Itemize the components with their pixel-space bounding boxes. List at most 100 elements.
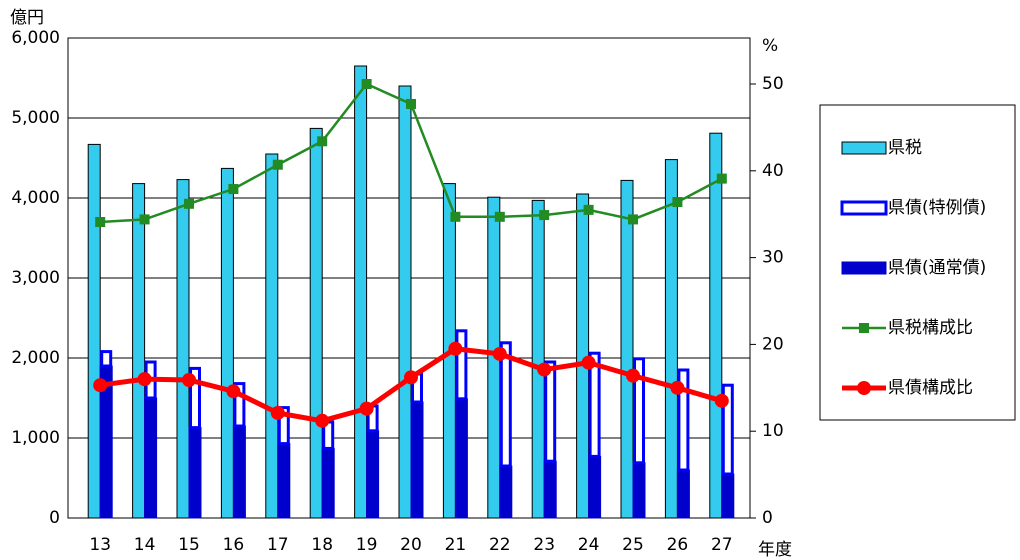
bar (265, 153, 279, 519)
line-marker (628, 214, 638, 225)
x-tick-label: 25 (622, 535, 644, 555)
bar (220, 167, 234, 519)
line-marker (93, 378, 108, 393)
bar (321, 447, 335, 519)
x-tick-label: 24 (578, 535, 600, 555)
y2-tick-label: 0 (762, 508, 773, 528)
legend-label: 県債構成比 (888, 378, 973, 398)
y2-axis-label: % (762, 36, 778, 56)
y2-tick-label: 50 (762, 74, 784, 94)
bar (410, 401, 424, 519)
line-marker (716, 173, 727, 184)
bar (189, 366, 201, 430)
line-marker (228, 184, 239, 195)
bar (398, 85, 412, 519)
x-tick-label: 18 (311, 535, 333, 555)
line-marker (95, 217, 106, 228)
legend-box (819, 104, 1016, 421)
bar (232, 425, 246, 519)
line-marker (182, 372, 196, 387)
x-tick-label: 23 (533, 535, 555, 555)
bar (620, 179, 634, 519)
legend-label: 県税構成比 (888, 318, 973, 338)
bar (588, 455, 602, 519)
legend-label: 県債(通常債) (888, 258, 986, 278)
bar (132, 183, 146, 519)
bar (499, 341, 512, 468)
line-marker (626, 368, 640, 383)
x-tick-label: 26 (667, 535, 689, 555)
x-tick-label: 22 (489, 535, 511, 555)
x-tick-label: 13 (89, 535, 111, 555)
y-tick-label: 1,000 (11, 428, 60, 448)
line-marker (492, 346, 507, 361)
line-marker (317, 136, 328, 147)
bar (87, 143, 101, 519)
legend-swatch (841, 141, 887, 155)
legend-label: 県税 (888, 138, 922, 158)
legend-marker (859, 323, 869, 333)
line-marker (359, 401, 374, 416)
line-marker (670, 380, 685, 395)
bar (677, 368, 690, 472)
line-marker (583, 204, 594, 215)
line-marker (450, 211, 461, 222)
x-tick-label: 14 (134, 535, 156, 555)
line-marker (672, 197, 683, 208)
bar (277, 443, 291, 519)
line-marker (448, 341, 463, 356)
line-marker (137, 372, 152, 387)
bar (588, 351, 601, 458)
bar (721, 473, 735, 519)
line-marker (270, 405, 285, 420)
x-tick-label: 19 (356, 535, 378, 555)
legend-swatch (840, 200, 888, 216)
line-marker (581, 355, 596, 370)
line-marker (272, 159, 283, 170)
line-marker (406, 98, 416, 109)
x-tick-label: 21 (445, 535, 467, 555)
line-marker (139, 214, 150, 225)
x-tick-label: 17 (267, 535, 289, 555)
bar (455, 329, 468, 401)
x-tick-label: 27 (711, 535, 733, 555)
legend-marker (857, 381, 871, 395)
line-marker (537, 362, 552, 377)
y-tick-label: 6,000 (11, 28, 60, 48)
bar (531, 199, 545, 519)
y2-tick-label: 20 (762, 334, 784, 354)
y-tick-label: 3,000 (11, 268, 60, 288)
bar (277, 406, 290, 446)
bar (176, 179, 190, 519)
bar (354, 65, 368, 519)
line-marker (539, 210, 550, 221)
bar (366, 430, 380, 519)
bar (144, 397, 158, 519)
bar (499, 465, 513, 519)
y-tick-label: 0 (49, 508, 60, 528)
bar (309, 127, 323, 519)
bar (676, 469, 690, 519)
bar (632, 462, 646, 519)
bar (188, 427, 202, 519)
y-tick-label: 5,000 (11, 108, 60, 128)
y2-tick-label: 10 (762, 421, 784, 441)
x-tick-label: 16 (223, 535, 245, 555)
line-marker (226, 384, 241, 399)
bar (709, 132, 723, 519)
y2-tick-label: 30 (762, 248, 784, 268)
x-axis-label: 年度 (758, 540, 792, 560)
x-tick-label: 15 (178, 535, 200, 555)
bar (664, 159, 678, 519)
line-marker (361, 79, 372, 90)
line-marker (315, 413, 330, 428)
legend-label: 県債(特例債) (888, 198, 986, 218)
bar (544, 360, 557, 463)
line-marker (404, 370, 418, 385)
y-tick-label: 2,000 (11, 348, 60, 368)
bar (100, 350, 113, 368)
y-tick-label: 4,000 (11, 188, 60, 208)
y2-tick-label: 40 (762, 161, 784, 181)
y-axis-label: 億円 (10, 8, 44, 28)
